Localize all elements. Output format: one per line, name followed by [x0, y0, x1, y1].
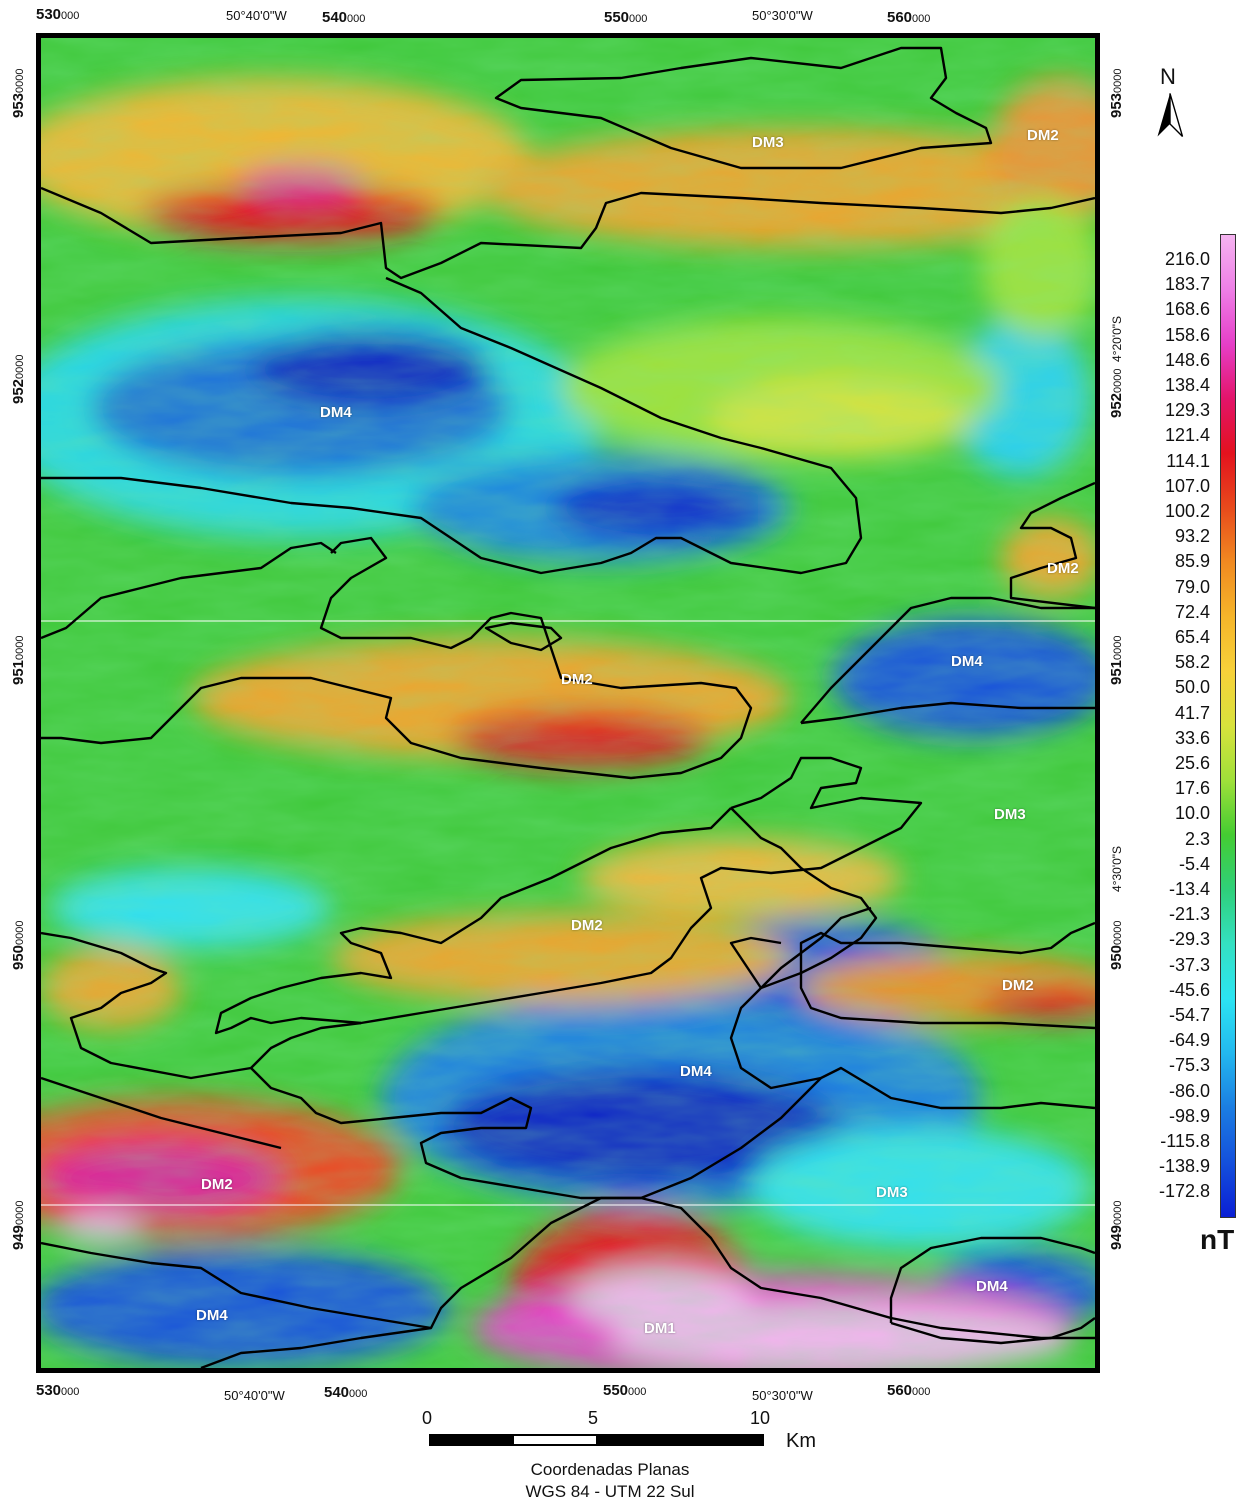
domain-label: DM2	[561, 671, 593, 688]
scale-tick: 10	[750, 1408, 771, 1428]
legend-value: -29.3	[1168, 929, 1210, 950]
bottom-utm-label: 540000	[324, 1384, 368, 1401]
domain-label: DM3	[752, 134, 784, 151]
domain-label: DM2	[1027, 127, 1059, 144]
bottom-utm-label: 560000	[887, 1382, 931, 1399]
map-raster	[41, 38, 1095, 1368]
legend-value: 79.0	[1174, 576, 1210, 597]
scale-tick: 0	[422, 1408, 433, 1428]
left-utm-label: 9500000	[10, 920, 27, 970]
credit-line: WGS 84 - UTM 22 Sul	[525, 1482, 695, 1501]
domain-label: DM2	[571, 917, 603, 934]
legend-value: 107.0	[1164, 475, 1210, 496]
legend-value: 33.6	[1174, 727, 1210, 748]
north-label: N	[1160, 64, 1176, 89]
top-longitude-label: 50°40'0"W	[226, 8, 287, 23]
domain-label: DM4	[320, 404, 352, 421]
magnetic-anomaly-map: DM3 DM2 DM4 DM2 DM4 DM2 DM3 DM2 DM2 DM4 …	[36, 33, 1100, 1373]
legend-value: 2.3	[1184, 828, 1210, 849]
top-utm-label: 540000	[322, 9, 366, 26]
top-utm-label: 560000	[887, 9, 931, 26]
right-utm-label: 9530000	[1108, 68, 1125, 118]
legend-value: 138.4	[1164, 375, 1210, 395]
legend-value: -13.4	[1168, 879, 1210, 899]
right-utm-label: 9490000	[1108, 1200, 1125, 1250]
left-utm-label: 9530000	[10, 68, 27, 118]
legend-value: -138.9	[1158, 1156, 1210, 1177]
legend-value: -54.7	[1168, 1005, 1210, 1025]
legend-value: 41.7	[1174, 702, 1210, 723]
legend-value: -115.8	[1160, 1131, 1210, 1151]
top-utm-label: 550000	[604, 9, 648, 26]
legend-value: -5.4	[1178, 853, 1210, 874]
domain-label: DM4	[951, 653, 983, 670]
scale-bar	[429, 1434, 764, 1446]
domain-label: DM4	[976, 1278, 1008, 1295]
left-utm-label: 9510000	[10, 635, 27, 685]
left-utm-label: 9520000	[10, 354, 27, 404]
legend-value: 100.2	[1164, 501, 1210, 521]
legend-value: -172.8	[1158, 1181, 1210, 1202]
bottom-longitude-label: 50°30'0"W	[752, 1388, 813, 1403]
credit-line: Coordenadas Planas	[530, 1460, 690, 1479]
legend-value: 72.4	[1174, 601, 1210, 622]
legend-value: 114.1	[1166, 450, 1210, 471]
legend-value: -75.3	[1168, 1055, 1210, 1076]
domain-label: DM4	[680, 1063, 712, 1080]
legend-value: 50.0	[1174, 677, 1210, 698]
legend-value: 65.4	[1174, 627, 1210, 647]
domain-label: DM4	[196, 1307, 228, 1324]
domain-label: DM3	[994, 806, 1026, 823]
legend-value: -21.3	[1168, 904, 1210, 925]
legend-value: -64.9	[1168, 1030, 1210, 1051]
legend-value: -37.3	[1168, 954, 1210, 975]
legend-value: 85.9	[1174, 551, 1210, 572]
scale-tick: 5	[588, 1408, 599, 1428]
bottom-longitude-label: 50°40'0"W	[224, 1388, 285, 1403]
domain-label: DM2	[201, 1176, 233, 1193]
legend-value: 10.0	[1174, 803, 1210, 824]
legend-value: 158.6	[1164, 324, 1210, 345]
legend-value: 93.2	[1174, 526, 1210, 547]
left-utm-label: 9490000	[10, 1200, 27, 1250]
color-scale-unit: nT	[1200, 1224, 1235, 1255]
legend-value: -86.0	[1168, 1080, 1210, 1101]
bottom-utm-label: 530000	[36, 1382, 80, 1399]
color-scale-bar	[1220, 234, 1236, 1218]
legend-value: 17.6	[1174, 778, 1210, 799]
legend-value: 148.6	[1164, 349, 1210, 370]
top-longitude-label: 50°30'0"W	[752, 8, 813, 23]
legend-value: 58.2	[1174, 652, 1210, 673]
scale-unit: Km	[786, 1430, 816, 1452]
bottom-utm-label: 550000	[603, 1382, 647, 1399]
domain-label: DM3	[876, 1184, 908, 1201]
domain-label: DM1	[644, 1320, 676, 1337]
top-utm-label: 530000	[36, 6, 80, 23]
domain-label: DM2	[1002, 977, 1034, 994]
legend-value: 129.3	[1164, 400, 1210, 421]
domain-label: DM2	[1047, 560, 1079, 577]
legend-value: -45.6	[1168, 979, 1210, 1000]
north-arrow-icon	[1157, 93, 1184, 137]
legend-value: 121.4	[1164, 425, 1210, 446]
legend-value: 216.0	[1164, 249, 1210, 269]
legend-value: -98.9	[1168, 1105, 1210, 1126]
legend-value: 183.7	[1164, 274, 1210, 295]
legend-value: 25.6	[1174, 753, 1210, 773]
legend-value: 168.6	[1164, 299, 1210, 320]
